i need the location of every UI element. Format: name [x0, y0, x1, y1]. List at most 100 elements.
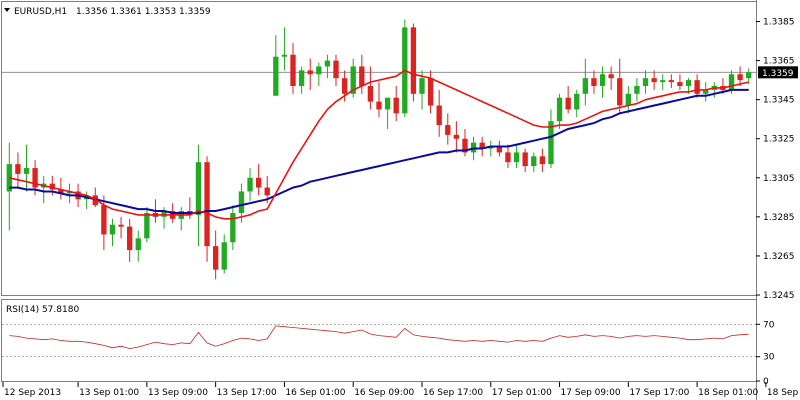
candle-body: [238, 191, 245, 213]
candle: [290, 43, 296, 94]
candle: [384, 97, 391, 129]
candle-body: [264, 187, 270, 196]
candle-body: [247, 177, 253, 192]
candle-body: [660, 80, 666, 83]
candle-body: [703, 89, 709, 94]
candle: [144, 207, 150, 243]
candle: [436, 89, 442, 137]
candles: [6, 19, 752, 280]
candle: [255, 164, 262, 196]
price-panel[interactable]: [1, 1, 757, 296]
candle-body: [539, 156, 546, 165]
candle-body: [118, 224, 124, 227]
candle-body: [651, 78, 657, 83]
candle: [109, 218, 116, 247]
candle-body: [23, 168, 30, 174]
candle-body: [49, 183, 55, 190]
candle-body: [737, 74, 743, 81]
candle: [453, 121, 460, 153]
candle-body: [591, 78, 597, 86]
time-tick-label: 12 Sep 2013: [4, 388, 61, 398]
current-price-value: 1.3359: [762, 69, 794, 79]
candle-body: [522, 152, 528, 167]
candle: [556, 93, 563, 129]
candle-body: [109, 224, 116, 235]
candle-body: [728, 74, 735, 90]
candle-body: [307, 70, 313, 75]
candle: [505, 144, 511, 169]
rsi-axis: 70300: [756, 320, 775, 387]
candle: [402, 19, 408, 118]
candle: [230, 205, 236, 251]
price-tick-label: 1.3345: [763, 96, 795, 106]
candle-body: [548, 121, 554, 165]
candle-body: [255, 177, 262, 188]
price-axis: 1.3385 1.3365 1.3345 1.3325 1.3305 1.3285 1.32…: [756, 18, 795, 301]
candle: [625, 85, 631, 114]
candle-body: [384, 97, 391, 110]
time-tick-label: 17 Sep 01:00: [492, 388, 552, 398]
rsi-level-lines: [2, 323, 756, 358]
slow-moving-average-line: [9, 88, 749, 214]
candle: [204, 156, 210, 262]
candle-body: [746, 72, 752, 79]
candle-body: [556, 97, 563, 122]
candle-body: [298, 70, 305, 86]
candle-body: [161, 211, 167, 217]
candle: [281, 27, 288, 71]
candle-body: [625, 93, 631, 106]
candle: [703, 82, 709, 102]
candle: [479, 136, 485, 157]
candle: [496, 140, 503, 157]
candle: [746, 68, 752, 85]
candle: [608, 66, 614, 90]
candle: [324, 54, 331, 79]
time-tick-label: 18 Sep 09:00: [767, 388, 800, 398]
candle: [221, 234, 227, 274]
candle: [195, 144, 202, 247]
candle: [393, 85, 399, 122]
rsi-tick-label: 30: [763, 353, 775, 363]
candle-body: [32, 168, 38, 188]
candle-body: [221, 242, 227, 270]
candle-body: [273, 56, 279, 96]
fast-moving-average-line: [9, 69, 749, 220]
candle: [737, 66, 743, 86]
rsi-line: [9, 325, 749, 350]
rsi-panel[interactable]: [1, 299, 757, 382]
candle-body: [513, 152, 520, 163]
candle-body: [58, 189, 64, 194]
candle-body: [212, 246, 219, 270]
price-tick-label: 1.3365: [763, 57, 795, 67]
candle-body: [393, 97, 399, 114]
candle: [23, 144, 30, 192]
price-tick-label: 1.3285: [763, 213, 795, 223]
price-tick-label: 1.3325: [763, 135, 795, 145]
candle: [531, 152, 537, 172]
candle: [617, 58, 623, 114]
candle-body: [436, 105, 442, 126]
candle-body: [565, 97, 571, 110]
candle-body: [127, 226, 133, 251]
candle-body: [333, 60, 339, 79]
price-tick-label: 1.3305: [763, 174, 795, 184]
candle: [522, 148, 528, 172]
candle-body: [677, 82, 683, 86]
candle-body: [531, 156, 537, 167]
candle: [660, 74, 666, 90]
candle-body: [694, 80, 700, 94]
candle-body: [341, 78, 348, 94]
candle: [445, 113, 451, 145]
candle-body: [144, 212, 150, 239]
candle-body: [230, 212, 236, 243]
candle: [565, 85, 571, 114]
time-tick-label: 17 Sep 17:00: [629, 388, 689, 398]
candle: [135, 230, 141, 262]
candle-body: [668, 80, 674, 83]
candle: [307, 58, 313, 90]
candle-body: [15, 164, 21, 174]
collapse-triangle-icon[interactable]: [4, 8, 10, 12]
rsi-tick-label: 70: [763, 320, 775, 330]
candle: [367, 66, 374, 110]
candle: [694, 74, 700, 98]
